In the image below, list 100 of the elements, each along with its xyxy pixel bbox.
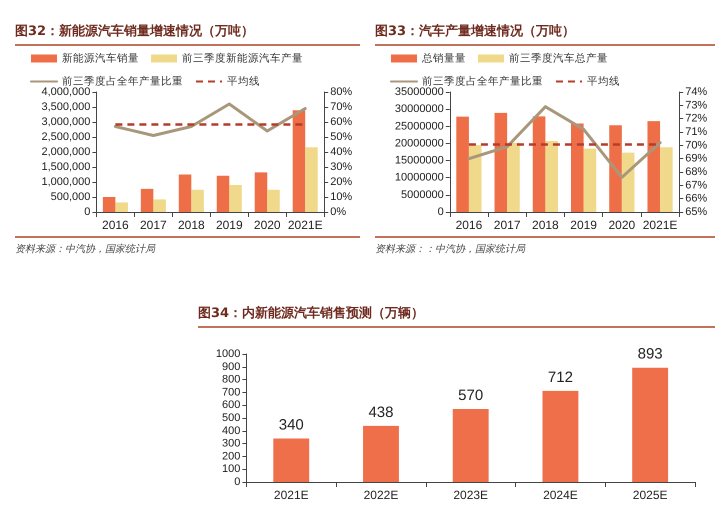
bar <box>363 426 399 482</box>
bar <box>609 125 622 212</box>
y2-tick-label: 73% <box>685 99 708 112</box>
y-tick-label: 100 <box>222 463 240 476</box>
bar <box>584 148 596 212</box>
legend-label: 平均线 <box>587 74 620 88</box>
legend-label: 新能源汽车销量 <box>62 52 139 64</box>
legend-label: 前三季度占全年产量比重 <box>62 74 183 88</box>
y2-tick-label: 20% <box>330 176 352 188</box>
x-tick-label: 2021E <box>288 218 323 232</box>
bar <box>632 368 668 482</box>
y2-tick-label: 74% <box>685 86 708 98</box>
bar <box>115 202 128 212</box>
bar <box>542 390 578 482</box>
x-tick-label: 2021E <box>642 218 678 232</box>
y-tick-label: 500 <box>222 412 240 424</box>
y2-tick-label: 80% <box>330 86 352 98</box>
y-tick-label: 700 <box>222 386 240 398</box>
x-tick-label: 2025E <box>632 488 668 502</box>
x-tick-label: 2017 <box>140 218 168 232</box>
x-tick-label: 2016 <box>102 218 130 232</box>
x-tick-label: 2019 <box>570 218 598 232</box>
y2-tick-label: 72% <box>685 112 708 125</box>
bar <box>292 110 306 212</box>
bar <box>571 124 584 212</box>
y-tick-label: 800 <box>222 374 240 386</box>
data-label: 438 <box>368 404 394 421</box>
bar <box>305 147 318 212</box>
bar <box>494 112 508 212</box>
bar <box>102 197 116 212</box>
bar <box>229 185 242 212</box>
chart-title: 图34：内新能源汽车销售预测（万辆） <box>198 302 715 328</box>
chart-title: 图33：汽车产量增速情况（万吨） <box>375 20 715 46</box>
y-tick-label: 4,000,000 <box>41 86 90 98</box>
y-tick-label: 2,000,000 <box>41 146 90 158</box>
bar <box>452 409 489 482</box>
line-series <box>467 105 662 179</box>
data-label: 712 <box>548 368 573 386</box>
x-tick-label: 2020 <box>254 218 281 232</box>
bar <box>622 152 634 212</box>
y2-tick-label: 60% <box>330 116 352 128</box>
bar <box>216 176 230 212</box>
bar <box>456 116 469 212</box>
bar <box>254 172 268 212</box>
x-tick-label: 2016 <box>456 218 483 232</box>
line-series <box>114 102 307 137</box>
chart-title: 图32：新能源汽车销量增速情况（万吨） <box>15 20 360 46</box>
y-tick-label: 3,000,000 <box>41 116 90 128</box>
y2-tick-label: 0% <box>330 206 346 218</box>
y-tick-label: 600 <box>222 399 240 412</box>
bar <box>545 141 558 212</box>
y2-tick-label: 40% <box>330 146 352 158</box>
bar <box>468 145 482 212</box>
y2-tick-label: 69% <box>685 152 708 165</box>
y-tick-label: 5000000 <box>400 188 444 201</box>
y2-tick-label: 71% <box>685 126 708 138</box>
y-tick-label: 10000000 <box>394 172 444 184</box>
y2-tick-label: 10% <box>330 191 352 203</box>
text: 资料来源：：中汽协，国家统计局 <box>375 236 715 262</box>
y2-tick-label: 30% <box>330 161 352 173</box>
bar <box>273 438 310 482</box>
y2-tick-label: 68% <box>685 166 708 178</box>
y2-tick-label: 65% <box>685 206 708 218</box>
y2-tick-label: 66% <box>685 192 708 205</box>
data-label: 340 <box>278 416 304 434</box>
y-tick-label: 30000000 <box>394 103 444 116</box>
bar <box>191 190 204 212</box>
data-label: 570 <box>458 387 484 404</box>
y2-tick-label: 50% <box>330 131 352 143</box>
text: 资料来源：中汽协，国家统计局 <box>15 236 360 262</box>
y-tick-label: 900 <box>222 360 240 373</box>
legend-label: 前三季度占全年产量比重 <box>422 74 543 88</box>
x-tick-label: 2023E <box>453 488 488 502</box>
y-tick-label: 15000000 <box>394 154 444 167</box>
bar <box>507 142 520 212</box>
y-tick-label: 35000000 <box>394 86 444 98</box>
y-tick-label: 3,500,000 <box>41 101 90 113</box>
bar <box>660 147 673 212</box>
y2-tick-label: 70% <box>330 101 352 113</box>
y-tick-label: 400 <box>222 424 240 437</box>
x-tick-label: 2024E <box>543 488 578 502</box>
bar <box>140 188 154 212</box>
y-tick-label: 2,500,000 <box>41 131 90 143</box>
y-tick-label: 200 <box>222 450 240 462</box>
y2-tick-label: 70% <box>685 139 708 152</box>
x-tick-label: 2017 <box>494 218 521 232</box>
y-tick-label: 0 <box>84 206 90 218</box>
data-label: 893 <box>638 346 663 363</box>
x-tick-label: 2019 <box>216 218 243 232</box>
bar <box>532 116 546 212</box>
legend-label: 前三季度汽车总产量 <box>509 52 608 64</box>
y-tick-label: 0 <box>438 206 444 218</box>
bar <box>178 174 192 212</box>
legend-label: 总销量量 <box>421 52 466 64</box>
y-tick-label: 300 <box>222 438 240 450</box>
y2-tick-label: 67% <box>685 179 708 192</box>
x-tick-label: 2018 <box>178 218 205 232</box>
bar <box>267 190 280 212</box>
y-tick-label: 20000000 <box>394 137 444 150</box>
y-tick-label: 0 <box>234 476 240 488</box>
